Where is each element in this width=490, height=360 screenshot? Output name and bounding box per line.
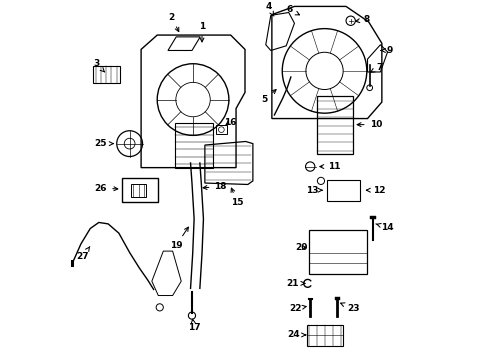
Text: 1: 1 (199, 22, 205, 42)
Text: 2: 2 (169, 13, 179, 32)
Bar (317, 96, 353, 154)
Bar (175, 123, 213, 168)
Text: 24: 24 (287, 330, 306, 339)
Text: 5: 5 (262, 90, 276, 104)
Bar (122, 178, 158, 202)
Bar (327, 180, 360, 201)
Text: 26: 26 (95, 184, 118, 193)
Text: 25: 25 (95, 139, 113, 148)
Text: 20: 20 (295, 243, 308, 252)
Bar (216, 125, 227, 134)
Text: 15: 15 (231, 188, 244, 207)
Text: 3: 3 (93, 59, 104, 72)
Text: 8: 8 (356, 15, 370, 24)
Bar (307, 325, 343, 346)
Text: 7: 7 (370, 63, 383, 72)
Text: 12: 12 (367, 186, 386, 195)
Bar (309, 230, 367, 274)
Text: 27: 27 (77, 247, 90, 261)
Text: 11: 11 (320, 162, 340, 171)
Text: 14: 14 (376, 223, 394, 232)
Text: 13: 13 (306, 186, 322, 195)
Text: 19: 19 (170, 227, 188, 250)
Text: 23: 23 (341, 303, 360, 313)
Bar (335, 297, 340, 300)
Bar (370, 216, 376, 219)
Bar (131, 184, 146, 197)
Bar (93, 66, 120, 84)
Text: 18: 18 (203, 182, 227, 191)
Text: 6: 6 (287, 5, 299, 15)
Text: 9: 9 (381, 46, 393, 55)
Text: 17: 17 (188, 319, 200, 332)
Text: 10: 10 (357, 120, 382, 129)
Text: 22: 22 (290, 304, 306, 313)
Text: 4: 4 (265, 2, 274, 16)
Text: 21: 21 (286, 279, 305, 288)
Text: 16: 16 (224, 118, 236, 127)
